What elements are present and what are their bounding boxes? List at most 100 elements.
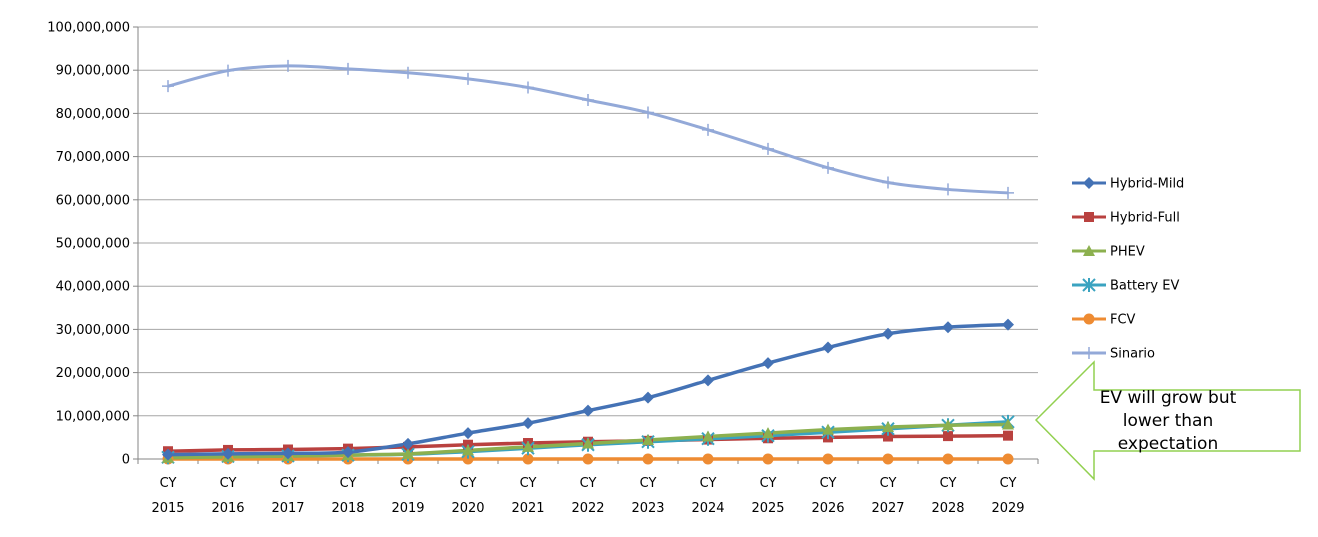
- x-tick-label-year: 2016: [211, 501, 244, 516]
- x-tick-label-prefix: CY: [520, 476, 537, 491]
- legend-swatch-marker: [1082, 278, 1096, 292]
- point-hybrid-mild: [222, 447, 234, 460]
- legend-item-fcv: FCV: [1072, 313, 1136, 328]
- point-fcv: [882, 453, 894, 465]
- point-sinario: [1002, 186, 1014, 199]
- y-tick-label: 70,000,000: [56, 150, 130, 165]
- x-tick-label-prefix: CY: [460, 476, 477, 491]
- point-fcv: [642, 453, 654, 465]
- point-hybrid-full: [943, 431, 953, 442]
- point-fcv: [582, 453, 594, 465]
- point-fcv: [702, 453, 714, 465]
- callout-line-2: lower than: [1123, 411, 1214, 431]
- legend-swatch-marker: [1083, 347, 1095, 359]
- y-tick-label: 20,000,000: [56, 366, 130, 381]
- point-phev: [1002, 418, 1014, 430]
- point-phev: [762, 427, 774, 439]
- x-tick-label-prefix: CY: [280, 476, 297, 491]
- legend-item-hybrid-mild: Hybrid-Mild: [1072, 177, 1184, 192]
- point-phev: [642, 433, 654, 445]
- x-tick-label-year: 2022: [571, 501, 604, 516]
- point-fcv: [522, 453, 534, 465]
- point-phev: [402, 447, 414, 459]
- x-tick-label-prefix: CY: [640, 476, 657, 491]
- series-line-sinario: [167, 64, 1009, 195]
- x-tick-label-year: 2020: [451, 501, 484, 516]
- y-tick-label: 80,000,000: [56, 107, 130, 122]
- legend-swatch-marker: [1083, 313, 1095, 325]
- legend-swatch-marker: [1084, 212, 1094, 222]
- legend-swatch-marker: [1083, 245, 1095, 256]
- point-fcv: [942, 453, 954, 465]
- point-sinario: [882, 176, 894, 189]
- x-tick-label-year: 2024: [691, 501, 724, 516]
- y-tick-label: 100,000,000: [47, 21, 130, 36]
- point-phev: [522, 440, 534, 452]
- x-tick-label-prefix: CY: [1000, 476, 1017, 491]
- point-hybrid-mild: [762, 357, 774, 370]
- point-sinario: [342, 62, 354, 75]
- point-phev: [942, 419, 954, 431]
- callout-arrow: EV will grow but lower than expectation: [1034, 360, 1301, 481]
- point-phev: [582, 437, 594, 449]
- legend-item-battery-ev: Battery EV: [1072, 278, 1179, 294]
- point-hybrid-full: [883, 431, 893, 442]
- x-tick-label-year: 2018: [331, 501, 364, 516]
- point-hybrid-mild: [882, 327, 894, 340]
- x-tick-label-prefix: CY: [400, 476, 417, 491]
- point-sinario: [282, 59, 294, 72]
- point-hybrid-mild: [282, 447, 294, 460]
- x-tick-label-year: 2025: [751, 501, 784, 516]
- point-hybrid-mild: [702, 374, 714, 387]
- x-tick-label-prefix: CY: [340, 476, 357, 491]
- legend-label: Sinario: [1110, 347, 1155, 362]
- point-sinario: [942, 183, 954, 196]
- point-hybrid-mild: [942, 321, 954, 334]
- legend-label: Hybrid-Mild: [1110, 177, 1184, 192]
- x-axis: CY 2015 CY 2016 CY 2017 CY 2018 CY 2019 CY 2020 CY 20…: [137, 458, 1039, 516]
- x-tick-label-prefix: CY: [160, 476, 177, 491]
- legend-label: Hybrid-Full: [1110, 211, 1180, 226]
- callout-line-3: expectation: [1118, 434, 1218, 454]
- x-tick-label-year: 2028: [931, 501, 964, 516]
- callout-line-1: EV will grow but: [1100, 388, 1237, 408]
- point-sinario: [582, 94, 594, 107]
- y-axis: 0 10,000,000 20,000,000 30,000,000 40,000,00…: [47, 21, 139, 468]
- point-sinario: [162, 80, 174, 93]
- y-tick-label: 0: [122, 453, 130, 468]
- point-hybrid-mild: [822, 341, 834, 354]
- legend-label: Battery EV: [1110, 279, 1179, 294]
- x-tick-label-prefix: CY: [760, 476, 777, 491]
- x-tick-label-prefix: CY: [220, 476, 237, 491]
- series-lines: [167, 64, 1009, 461]
- x-tick-label-year: 2027: [871, 501, 904, 516]
- point-fcv: [462, 453, 474, 465]
- y-tick-label: 50,000,000: [56, 237, 130, 252]
- point-fcv: [822, 453, 834, 465]
- x-tick-label-year: 2021: [511, 501, 544, 516]
- point-sinario: [462, 72, 474, 85]
- series-markers-hybrid-mild: [162, 318, 1014, 461]
- point-phev: [462, 444, 474, 456]
- legend-label: PHEV: [1110, 245, 1145, 260]
- point-hybrid-mild: [642, 391, 654, 404]
- point-hybrid-mild: [522, 417, 534, 430]
- point-sinario: [822, 161, 834, 174]
- x-tick-label-prefix: CY: [580, 476, 597, 491]
- y-tick-label: 40,000,000: [56, 280, 130, 295]
- legend-item-phev: PHEV: [1072, 245, 1145, 260]
- point-fcv: [1002, 453, 1014, 465]
- point-fcv: [762, 453, 774, 465]
- point-hybrid-full: [1003, 430, 1013, 441]
- gridlines: [138, 26, 1038, 417]
- point-sinario: [762, 142, 774, 155]
- legend-swatch-marker: [1083, 177, 1095, 189]
- legend-item-hybrid-full: Hybrid-Full: [1072, 211, 1180, 226]
- legend-label: FCV: [1110, 313, 1136, 328]
- point-sinario: [522, 81, 534, 94]
- point-sinario: [222, 64, 234, 77]
- point-hybrid-mild: [462, 427, 474, 440]
- point-sinario: [702, 123, 714, 136]
- y-tick-label: 60,000,000: [56, 193, 130, 208]
- callout-arrow-shape: [1034, 360, 1301, 481]
